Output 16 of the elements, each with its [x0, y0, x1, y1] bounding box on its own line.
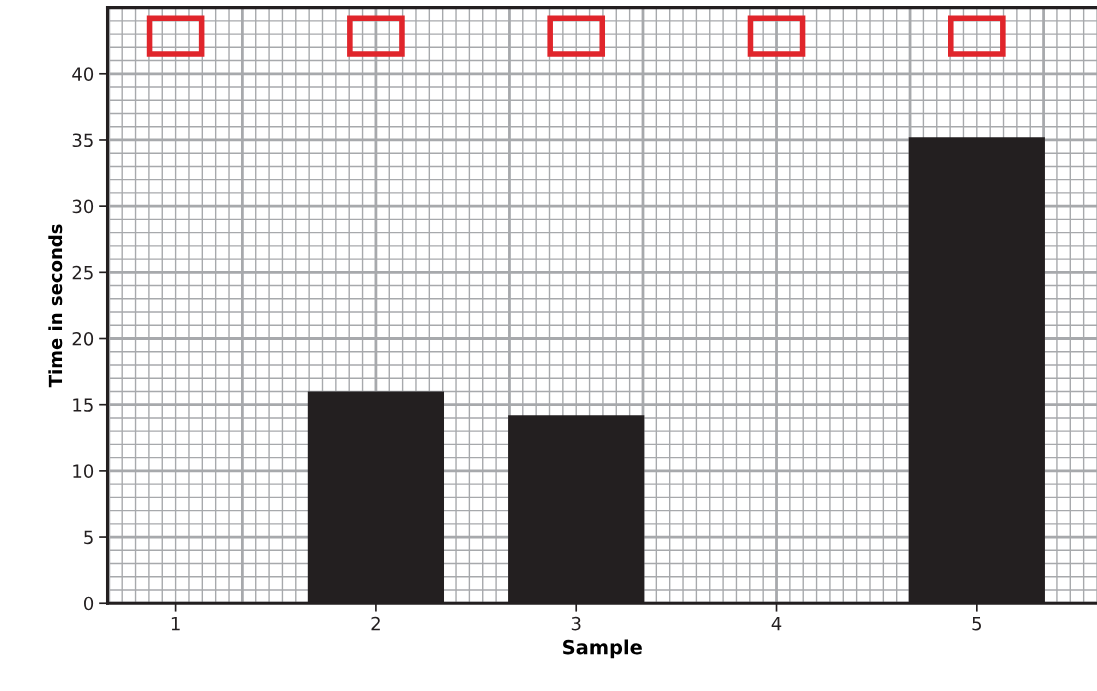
x-axis-title: Sample — [563, 639, 642, 659]
y-tick-label: 0 — [84, 596, 94, 611]
y-tick-label: 35 — [72, 133, 93, 148]
x-tick-label: 2 — [371, 616, 380, 631]
y-tick-label: 30 — [72, 199, 94, 214]
y-tick-label: 40 — [72, 67, 94, 81]
y-tick-label: 15 — [73, 398, 93, 412]
y-tick-label: 10 — [73, 464, 94, 478]
x-tick-label: 5 — [972, 616, 981, 631]
x-tick-label: 4 — [771, 616, 782, 631]
y-tick-label: 5 — [84, 530, 93, 545]
y-tick-label: 20 — [72, 331, 94, 346]
y-tick-label: 25 — [72, 265, 93, 280]
x-tick-label: 3 — [571, 616, 581, 631]
y-axis-title: Time in seconds — [48, 224, 63, 388]
x-tick-label: 1 — [171, 616, 180, 631]
